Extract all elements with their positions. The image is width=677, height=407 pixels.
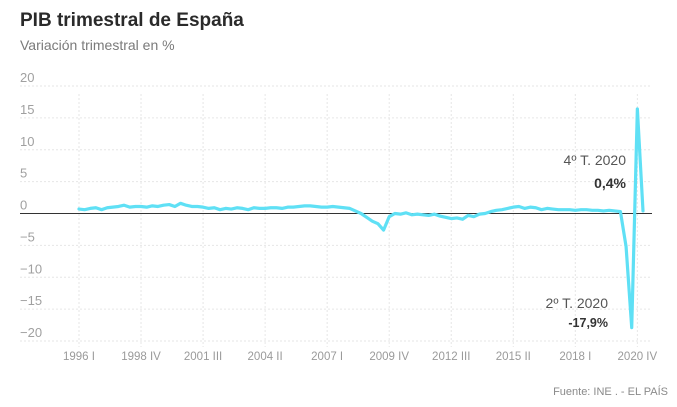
- y-tick-label: −15: [20, 293, 42, 308]
- y-tick-label: 20: [20, 70, 34, 85]
- annotation-q4-2020-value: 0,4%: [594, 175, 626, 191]
- chart-title: PIB trimestral de España: [20, 10, 244, 31]
- y-tick-label: 5: [20, 166, 27, 181]
- grid-lines: [20, 85, 652, 347]
- chart-subtitle: Variación trimestral en %: [20, 37, 175, 53]
- annotations: 4º T. 2020 0,4% 2º T. 2020 -17,9%: [546, 152, 627, 330]
- y-axis: 20 15 10 5 0 −5 −10 −15 −20: [20, 70, 42, 340]
- x-tick-label: 1998 IV: [121, 351, 161, 363]
- x-tick-label: 2020 IV: [618, 351, 658, 363]
- y-tick-label: −5: [20, 229, 35, 244]
- x-tick-label: 2004 II: [248, 351, 283, 363]
- y-tick-label: −20: [20, 325, 42, 340]
- y-tick-label: 15: [20, 102, 34, 117]
- x-tick-label: 2012 III: [432, 351, 470, 363]
- x-tick-label: 1996 I: [63, 351, 95, 363]
- series-layer: [77, 107, 645, 330]
- gdp-series-line: [77, 107, 645, 330]
- y-tick-label: −10: [20, 261, 42, 276]
- y-tick-label: 0: [20, 198, 27, 213]
- x-tick-label: 2018 I: [559, 351, 591, 363]
- annotation-q4-2020-label: 4º T. 2020: [564, 152, 627, 168]
- annotation-q2-2020-label: 2º T. 2020: [546, 295, 609, 311]
- x-tick-label: 2015 II: [496, 351, 531, 363]
- x-tick-label: 2001 III: [184, 351, 222, 363]
- x-tick-label: 2007 I: [311, 351, 343, 363]
- y-tick-label: 10: [20, 134, 34, 149]
- annotation-q2-2020-value: -17,9%: [568, 316, 608, 330]
- source-note: Fuente: INE . - EL PAÍS: [553, 386, 668, 398]
- x-tick-label: 2009 IV: [369, 351, 409, 363]
- x-axis: 1996 I 1998 IV 2001 III 2004 II 2007 I 2009 I…: [63, 351, 657, 363]
